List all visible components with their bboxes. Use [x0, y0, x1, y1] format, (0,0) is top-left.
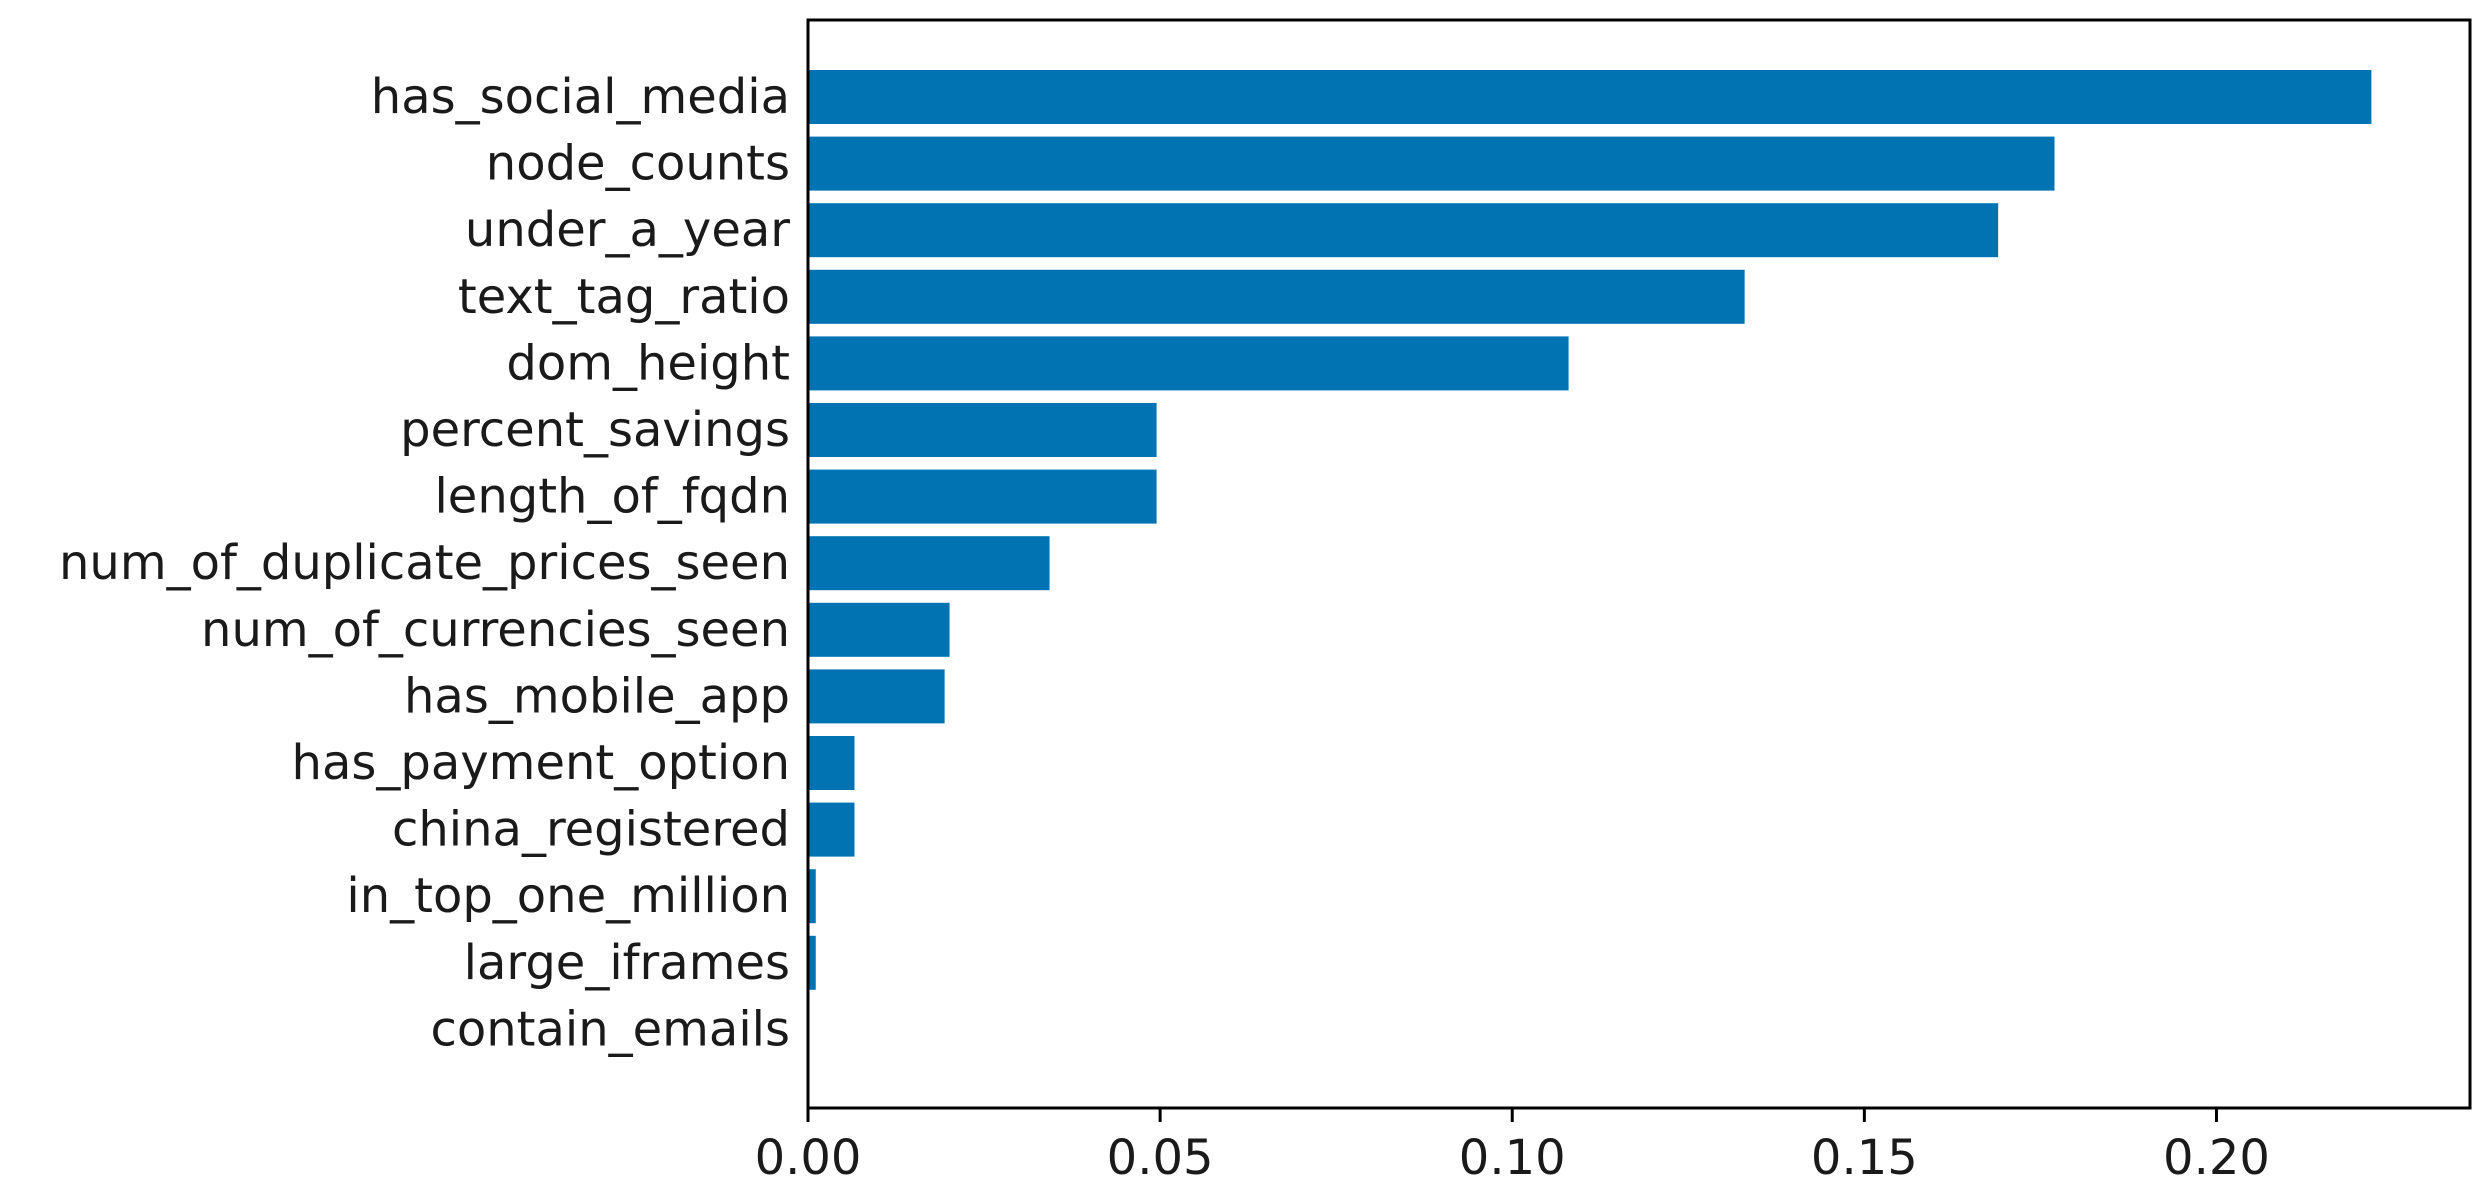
- bar-num-of-duplicate-prices-seen: [808, 536, 1050, 591]
- category-label: china_registered: [392, 802, 790, 858]
- plot-frame: [806, 18, 2472, 1110]
- bar-node-counts: [808, 136, 2055, 191]
- x-tick-label: 0.00: [755, 1130, 862, 1186]
- category-label: dom_height: [506, 335, 790, 391]
- category-label: percent_savings: [400, 402, 790, 458]
- bar-percent-savings: [808, 403, 1157, 457]
- bar-length-of-fqdn: [808, 469, 1157, 524]
- x-tick-label: 0.10: [1459, 1130, 1566, 1186]
- bar-in-top-one-million: [808, 869, 816, 924]
- bars-group: [808, 70, 2372, 1057]
- bar-under-a-year: [808, 203, 1999, 258]
- category-label: has_payment_option: [292, 735, 790, 791]
- category-label: contain_emails: [430, 1001, 790, 1057]
- category-label: large_iframes: [464, 935, 790, 991]
- bar-dom-height: [808, 336, 1569, 391]
- category-label: text_tag_ratio: [458, 269, 790, 325]
- bar-large-iframes: [808, 935, 816, 990]
- bar-num-of-currencies-seen: [808, 602, 950, 657]
- bar-has-mobile-app: [808, 669, 945, 724]
- x-tick-label: 0.05: [1107, 1130, 1214, 1186]
- category-label: has_social_media: [371, 69, 790, 125]
- bar-has-social-media: [808, 70, 2372, 124]
- bar-has-payment-option: [808, 736, 855, 790]
- category-label: node_counts: [486, 136, 790, 192]
- category-label: length_of_fqdn: [434, 469, 790, 525]
- bar-china-registered: [808, 802, 855, 857]
- x-tick-label: 0.15: [1811, 1130, 1918, 1186]
- bar-text-tag-ratio: [808, 269, 1745, 324]
- category-label: num_of_duplicate_prices_seen: [59, 535, 790, 591]
- category-label: under_a_year: [465, 202, 790, 258]
- x-axis-ticks-group: 0.00 0.05 0.10 0.15 0.20: [755, 1108, 2270, 1186]
- x-tick-label: 0.20: [2163, 1130, 2270, 1186]
- category-label: has_mobile_app: [404, 668, 790, 724]
- category-label: in_top_one_million: [346, 868, 790, 924]
- category-labels-group: has_social_media node_counts under_a_yeart…: [59, 69, 790, 1057]
- category-label: num_of_currencies_seen: [201, 602, 790, 658]
